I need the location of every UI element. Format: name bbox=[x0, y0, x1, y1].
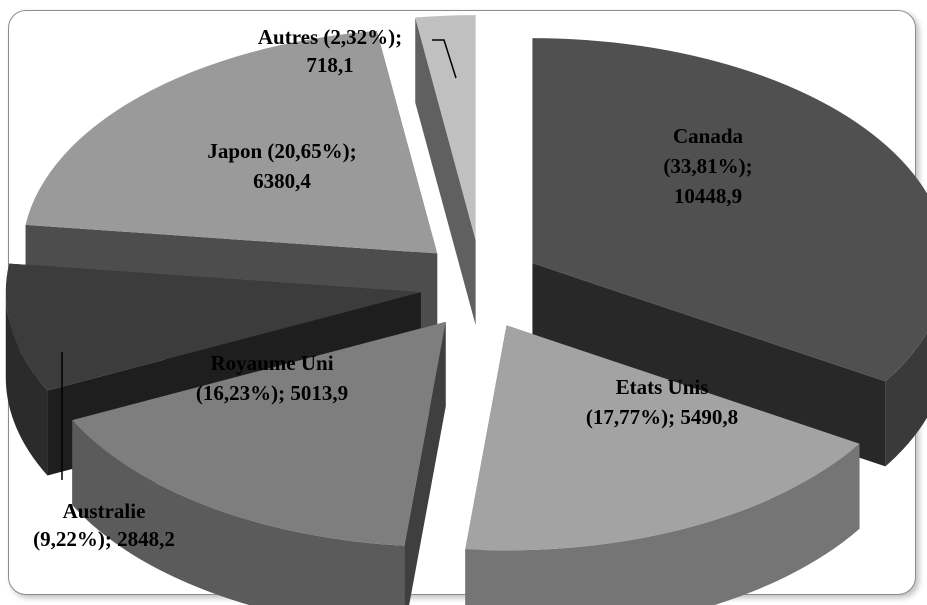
data-label-line: Autres (2,32%); bbox=[258, 25, 402, 49]
data-label-line: (16,23%); 5013,9 bbox=[196, 381, 348, 405]
slice-side-canada bbox=[532, 263, 927, 467]
data-label-line: Japon (20,65%); bbox=[207, 139, 356, 163]
slice-australie bbox=[5, 263, 421, 391]
slice-royaume-uni bbox=[72, 321, 446, 546]
data-label-australie: Australie (9,22%); 2848,2 bbox=[33, 499, 175, 551]
data-label-line: 6380,4 bbox=[253, 169, 311, 193]
data-label-line: Royaume Uni bbox=[210, 351, 333, 375]
leader-line-autres bbox=[432, 39, 457, 79]
slice-labels: Canada (33,81%); 10448,9 Etats Unis (17,77%)… bbox=[33, 25, 752, 551]
data-label-line: (33,81%); bbox=[663, 154, 752, 178]
data-label-line: Canada bbox=[673, 124, 744, 148]
data-label-japon: Japon (20,65%); 6380,4 bbox=[207, 139, 356, 193]
data-label-canada: Canada (33,81%); 10448,9 bbox=[663, 124, 752, 208]
data-label-etats-unis: Etats Unis (17,77%); 5490,8 bbox=[586, 375, 738, 429]
slice-japon bbox=[25, 30, 438, 254]
data-label-line: (9,22%); 2848,2 bbox=[33, 527, 175, 551]
slice-tops bbox=[5, 15, 927, 551]
data-label-autres: Autres (2,32%); 718,1 bbox=[258, 25, 402, 77]
data-label-royaume-uni: Royaume Uni (16,23%); 5013,9 bbox=[196, 351, 348, 405]
slice-etats-unis bbox=[465, 325, 860, 551]
slice-side-autres bbox=[415, 17, 476, 326]
data-label-line: Australie bbox=[63, 499, 146, 523]
slice-canada bbox=[532, 38, 927, 382]
data-label-line: 10448,9 bbox=[674, 184, 742, 208]
data-label-line: Etats Unis bbox=[616, 375, 709, 399]
slice-autres bbox=[415, 15, 476, 241]
data-label-line: 718,1 bbox=[306, 53, 353, 77]
data-label-line: (17,77%); 5490,8 bbox=[586, 405, 738, 429]
